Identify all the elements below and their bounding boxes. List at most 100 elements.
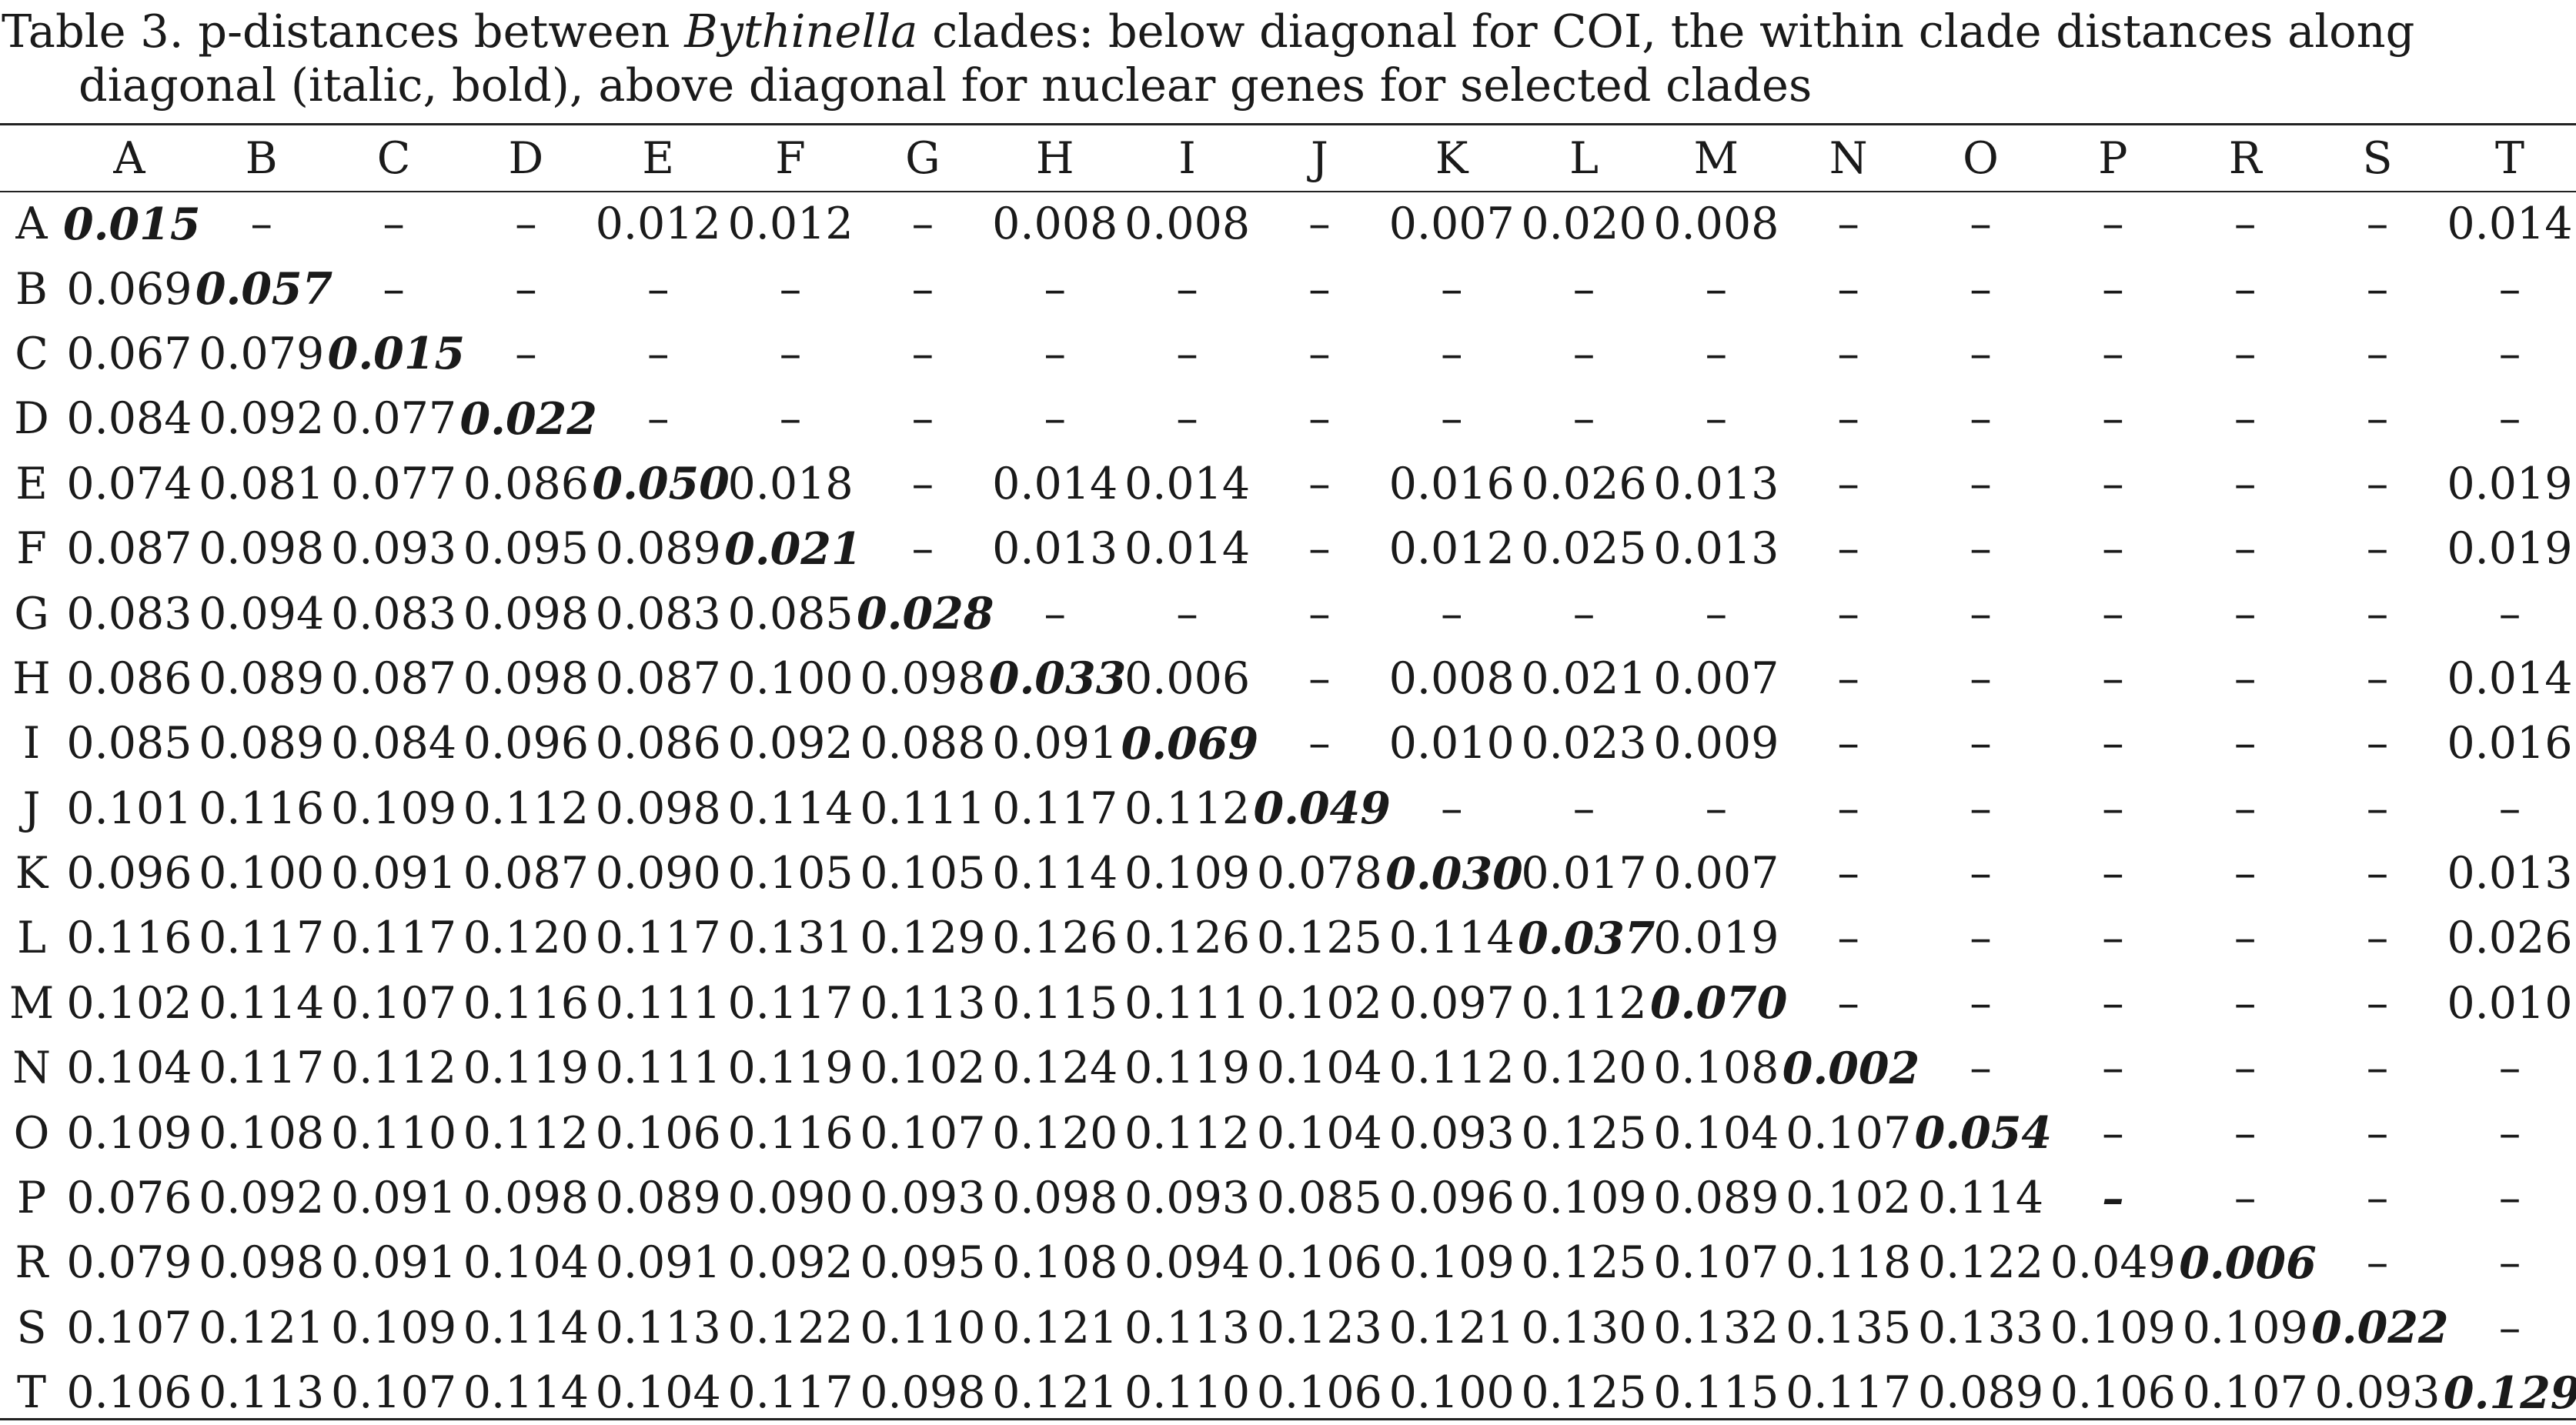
caption-genus: Bythinella <box>684 5 918 58</box>
table-cell: – <box>2366 588 2389 639</box>
row-label: D <box>14 393 49 445</box>
table-cell: 0.014 <box>1124 458 1251 509</box>
table-cell: 0.085 <box>727 588 854 639</box>
table-cell: 0.117 <box>199 1043 325 1094</box>
table-cell: 0.107 <box>330 977 457 1029</box>
table-cell: 0.107 <box>1653 1237 1779 1289</box>
table-bottom-rule <box>0 1418 2576 1420</box>
table-cell: 0.021 <box>1521 652 1647 704</box>
table-cell: – <box>515 328 537 379</box>
table-cell: 0.121 <box>1388 1302 1515 1353</box>
table-cell: 0.019 <box>1653 913 1779 964</box>
table-cell: – <box>2366 1107 2389 1159</box>
table-cell: 0.026 <box>2447 913 2573 964</box>
table-cell: 0.113 <box>199 1367 325 1419</box>
table-cell: – <box>1308 588 1331 639</box>
diagonal-cell: 0.021 <box>724 522 862 575</box>
row-label: C <box>15 328 48 379</box>
table-cell: – <box>1837 977 1859 1029</box>
row-label: G <box>14 588 49 639</box>
table-row: H 0.086 0.089 0.087 0.098 0.087 0.100 0.098 0.03… <box>0 646 2576 711</box>
table-cell: – <box>911 199 934 250</box>
table-cell: – <box>1572 588 1595 639</box>
table-cell: 0.026 <box>1521 458 1647 509</box>
table-cell: 0.107 <box>860 1107 986 1159</box>
table-cell: 0.104 <box>66 1043 192 1094</box>
table-cell: – <box>1308 718 1331 769</box>
table-cell: – <box>2498 1107 2521 1159</box>
table-cell: – <box>1044 328 1066 379</box>
table-cell: 0.106 <box>66 1367 192 1419</box>
table-cell: – <box>1308 523 1331 575</box>
table-cell: 0.093 <box>1388 1107 1515 1159</box>
table-cell: 0.014 <box>2447 199 2573 250</box>
caption-suffix: clades: below diagonal for COI, the with… <box>79 5 2415 112</box>
column-header: G <box>905 133 941 184</box>
table-cell: – <box>1970 328 1992 379</box>
table-cell: – <box>1705 588 1728 639</box>
table-cell: 0.085 <box>1256 1173 1382 1224</box>
table-cell: 0.113 <box>595 1302 721 1353</box>
row-label: M <box>8 977 55 1029</box>
table-cell: 0.086 <box>66 652 192 704</box>
table-cell: 0.104 <box>1653 1107 1779 1159</box>
table-cell: – <box>1970 652 1992 704</box>
table-cell: 0.124 <box>992 1043 1118 1094</box>
diagonal-cell: 0.054 <box>1914 1107 2053 1160</box>
table-cell: – <box>2366 977 2389 1029</box>
table-cell: – <box>779 393 802 445</box>
table-cell: – <box>2366 1173 2389 1224</box>
table-cell: 0.096 <box>1388 1173 1515 1224</box>
table-cell: 0.116 <box>727 1107 854 1159</box>
table-cell: 0.125 <box>1521 1107 1647 1159</box>
table-cell: – <box>911 393 934 445</box>
table-cell: 0.014 <box>1124 523 1251 575</box>
table-cell: – <box>911 458 934 509</box>
table-cell: 0.013 <box>2447 848 2573 899</box>
column-header: R <box>2228 133 2262 184</box>
table-cell: 0.112 <box>1521 977 1647 1029</box>
row-label: I <box>22 718 41 769</box>
table-cell: 0.013 <box>1653 458 1779 509</box>
table-cell: – <box>2498 1173 2521 1224</box>
table-cell: – <box>1572 783 1595 834</box>
table-row: I 0.085 0.089 0.084 0.096 0.086 0.092 0.088 0.09… <box>0 711 2576 776</box>
diagonal-cell: 0.037 <box>1518 912 1656 964</box>
table-cell: – <box>1705 393 1728 445</box>
row-label: L <box>17 913 46 964</box>
diagonal-cell: 0.006 <box>2179 1236 2317 1289</box>
table-cell: 0.126 <box>992 913 1118 964</box>
table-cell: 0.093 <box>860 1173 986 1224</box>
table-body: A 0.015– – –0.012 0.012–0.008 0.008–0.007 0.02… <box>0 192 2576 1425</box>
table-cell: 0.117 <box>330 913 457 964</box>
table-cell: 0.067 <box>66 328 192 379</box>
diagonal-cell: 0.049 <box>1253 783 1391 835</box>
column-header: T <box>2494 133 2524 184</box>
table-cell: 0.088 <box>860 718 986 769</box>
row-label: O <box>13 1107 50 1159</box>
table-cell: 0.007 <box>1653 848 1779 899</box>
table-cell: 0.085 <box>66 718 192 769</box>
table-cell: 0.078 <box>1256 848 1382 899</box>
table-cell: – <box>1970 588 1992 639</box>
table-row: B 0.069 0.057– – – – – – – – – – – – – – – – – <box>0 256 2576 321</box>
table-cell: 0.010 <box>1388 718 1515 769</box>
table-cell: 0.100 <box>199 848 325 899</box>
row-label: F <box>16 523 47 575</box>
table-cell: 0.105 <box>727 848 854 899</box>
table-cell: 0.090 <box>727 1173 854 1224</box>
table-cell: – <box>911 263 934 315</box>
table-cell: 0.089 <box>595 1173 721 1224</box>
table-cell: 0.111 <box>1124 977 1251 1029</box>
table-cell: 0.109 <box>2050 1302 2176 1353</box>
table-cell: 0.105 <box>860 848 986 899</box>
table-cell: 0.093 <box>330 523 457 575</box>
table-cell: – <box>2234 263 2257 315</box>
table-cell: – <box>1176 588 1198 639</box>
table-cell: – <box>1572 263 1595 315</box>
diagonal-cell: 0.129 <box>2443 1367 2576 1419</box>
table-cell: – <box>1970 458 1992 509</box>
diagonal-cell: 0.057 <box>195 263 333 315</box>
table-cell: 0.013 <box>1653 523 1779 575</box>
diagonal-cell: 0.022 <box>2311 1302 2449 1354</box>
